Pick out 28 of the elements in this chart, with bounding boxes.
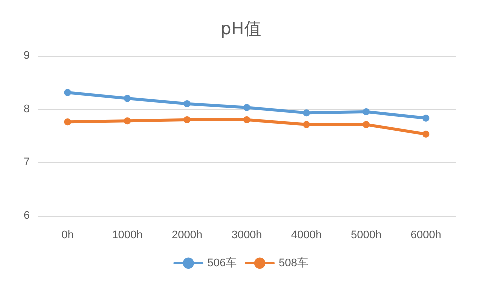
point [422, 114, 430, 122]
y-tick-label: 9 [24, 50, 30, 62]
point [124, 95, 132, 102]
x-tick-label: 1000h [112, 230, 143, 242]
x-tick-label: 2000h [172, 230, 203, 242]
x-tick-label: 0h [62, 230, 74, 242]
x-tick-label: 3000h [232, 230, 262, 242]
point [303, 121, 310, 128]
legend-label: 506车 [208, 256, 238, 270]
y-tick-label: 7 [24, 156, 30, 169]
point [184, 116, 191, 124]
point [244, 104, 250, 112]
x-tick-label: 6000h [410, 230, 442, 242]
point [124, 118, 132, 125]
x-tick-label: 5000h [351, 230, 382, 242]
point [244, 116, 250, 124]
point [64, 118, 72, 126]
point [303, 110, 310, 117]
chart-title: pH值 [220, 20, 262, 40]
point [422, 130, 430, 138]
legend-label: 508车 [279, 256, 308, 270]
point [362, 121, 370, 128]
y-tick-label: 8 [24, 103, 30, 116]
point [64, 89, 72, 96]
y-tick-label: 6 [24, 210, 30, 222]
point [362, 108, 370, 116]
x-tick-label: 4000h [291, 230, 322, 242]
point [184, 100, 191, 108]
